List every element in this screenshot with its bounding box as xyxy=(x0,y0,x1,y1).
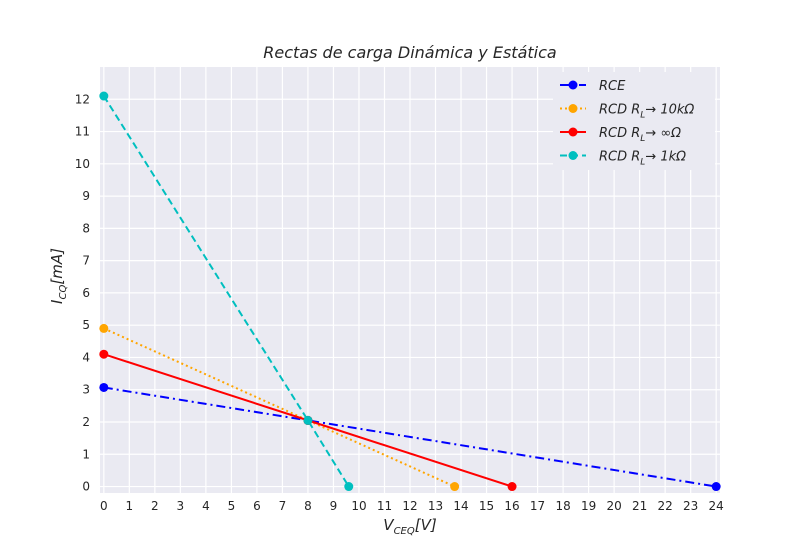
x-tick-label: 13 xyxy=(428,499,443,513)
legend: RCE RCD RL→ 10kΩ RCD RL→ ∞Ω RCD RL→ 1kΩ xyxy=(553,72,715,170)
x-tick-label: 2 xyxy=(151,499,159,513)
series-line xyxy=(103,386,717,488)
grid xyxy=(100,67,720,493)
x-tick-label: 0 xyxy=(100,499,108,513)
x-tick-label: 10 xyxy=(351,499,366,513)
y-tick-label: 7 xyxy=(82,254,90,268)
y-axis-label: ICQ[mA] xyxy=(48,248,69,304)
x-tick-label: 12 xyxy=(402,499,417,513)
y-tick-label: 12 xyxy=(75,92,90,106)
legend-label: RCD RL→ 10kΩ xyxy=(599,103,694,121)
series-layer xyxy=(99,91,721,492)
x-tick-label: 15 xyxy=(479,499,494,513)
y-tick-label: 11 xyxy=(75,125,90,139)
x-tick-label: 7 xyxy=(279,499,287,513)
x-axis-ticks: 0 1 2 3 4 5 6 7 8 9 10 11 12 13 14 15 16 17 18 19 20 21 22 23 24 xyxy=(100,499,724,513)
series-line xyxy=(103,327,456,488)
x-tick-label: 3 xyxy=(177,499,185,513)
data-point xyxy=(303,415,313,425)
data-point xyxy=(450,482,460,492)
data-point xyxy=(99,382,109,392)
data-point xyxy=(99,349,109,359)
x-tick-label: 22 xyxy=(658,499,673,513)
x-tick-label: 17 xyxy=(530,499,545,513)
x-tick-label: 14 xyxy=(453,499,468,513)
x-tick-label: 8 xyxy=(304,499,312,513)
legend-marker xyxy=(568,127,578,137)
x-tick-label: 23 xyxy=(683,499,698,513)
data-point xyxy=(99,91,109,101)
legend-label: RCE xyxy=(599,79,626,94)
y-tick-label: 10 xyxy=(75,157,90,171)
y-tick-label: 6 xyxy=(82,286,90,300)
legend-label: RCD RL→ ∞Ω xyxy=(599,126,681,144)
series-line xyxy=(102,95,350,488)
x-tick-label: 4 xyxy=(202,499,210,513)
y-tick-label: 2 xyxy=(82,415,90,429)
data-point xyxy=(344,482,354,492)
x-tick-label: 16 xyxy=(504,499,519,513)
data-point xyxy=(711,482,721,492)
y-tick-label: 8 xyxy=(82,221,90,235)
legend-marker xyxy=(568,104,578,113)
x-tick-label: 5 xyxy=(228,499,236,513)
x-tick-label: 20 xyxy=(606,499,621,513)
x-tick-label: 19 xyxy=(581,499,596,513)
x-tick-label: 24 xyxy=(709,499,724,513)
y-tick-label: 1 xyxy=(82,447,90,461)
data-point xyxy=(99,323,109,333)
legend-marker xyxy=(568,151,578,160)
legend-marker xyxy=(568,80,578,90)
legend-box xyxy=(553,72,715,170)
x-tick-label: 9 xyxy=(330,499,338,513)
y-tick-label: 0 xyxy=(82,480,90,494)
x-tick-label: 21 xyxy=(632,499,647,513)
chart-title: Rectas de carga Dinámica y Estática xyxy=(263,43,556,62)
y-tick-label: 4 xyxy=(82,350,90,364)
data-point xyxy=(507,482,517,492)
x-tick-label: 1 xyxy=(126,499,134,513)
series-4 xyxy=(99,91,354,492)
x-tick-label: 11 xyxy=(377,499,392,513)
x-tick-label: 6 xyxy=(253,499,261,513)
y-tick-label: 9 xyxy=(82,189,90,203)
y-tick-label: 5 xyxy=(82,318,90,332)
x-tick-label: 18 xyxy=(555,499,570,513)
y-tick-label: 3 xyxy=(82,383,90,397)
legend-label: RCD RL→ 1kΩ xyxy=(599,150,686,168)
